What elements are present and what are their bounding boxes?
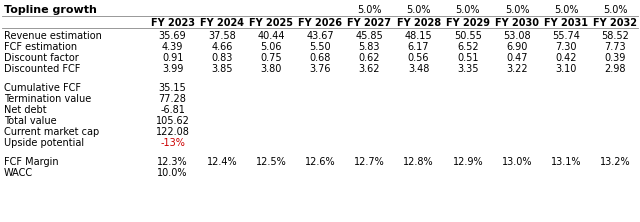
Text: 3.80: 3.80 [260,64,282,74]
Text: 0.39: 0.39 [605,53,626,63]
Text: 0.83: 0.83 [211,53,232,63]
Text: 5.0%: 5.0% [456,5,480,15]
Text: 12.3%: 12.3% [157,157,188,167]
Text: Discount factor: Discount factor [4,53,79,63]
Text: 12.6%: 12.6% [305,157,335,167]
Text: 7.73: 7.73 [605,42,626,52]
Text: Revenue estimation: Revenue estimation [4,31,102,41]
Text: FY 2028: FY 2028 [397,18,441,28]
Text: Cumulative FCF: Cumulative FCF [4,83,81,93]
Text: 0.75: 0.75 [260,53,282,63]
Text: 3.10: 3.10 [556,64,577,74]
Text: 6.90: 6.90 [506,42,528,52]
Text: 0.42: 0.42 [556,53,577,63]
Text: 50.55: 50.55 [454,31,482,41]
Text: FY 2032: FY 2032 [593,18,637,28]
Text: 5.50: 5.50 [309,42,331,52]
Text: FY 2023: FY 2023 [150,18,195,28]
Text: 13.0%: 13.0% [502,157,532,167]
Text: 35.15: 35.15 [159,83,186,93]
Text: 5.0%: 5.0% [505,5,529,15]
Text: 0.68: 0.68 [310,53,331,63]
Text: Net debt: Net debt [4,105,47,115]
Text: 6.52: 6.52 [457,42,479,52]
Text: FY 2025: FY 2025 [249,18,293,28]
Text: 12.8%: 12.8% [403,157,434,167]
Text: Current market cap: Current market cap [4,127,99,137]
Text: 43.67: 43.67 [307,31,334,41]
Text: 48.15: 48.15 [404,31,433,41]
Text: 4.66: 4.66 [211,42,232,52]
Text: WACC: WACC [4,168,33,178]
Text: 3.22: 3.22 [506,64,528,74]
Text: 0.47: 0.47 [506,53,528,63]
Text: 35.69: 35.69 [159,31,186,41]
Text: Total value: Total value [4,116,56,126]
Text: 2.98: 2.98 [605,64,626,74]
Text: 40.44: 40.44 [257,31,285,41]
Text: 12.4%: 12.4% [207,157,237,167]
Text: 6.17: 6.17 [408,42,429,52]
Text: 3.85: 3.85 [211,64,232,74]
Text: 55.74: 55.74 [552,31,580,41]
Text: 53.08: 53.08 [503,31,531,41]
Text: 3.76: 3.76 [310,64,331,74]
Text: FCF Margin: FCF Margin [4,157,59,167]
Text: 122.08: 122.08 [156,127,189,137]
Text: FY 2030: FY 2030 [495,18,539,28]
Text: 13.2%: 13.2% [600,157,630,167]
Text: -6.81: -6.81 [160,105,185,115]
Text: FY 2031: FY 2031 [544,18,588,28]
Text: 12.9%: 12.9% [452,157,483,167]
Text: 3.48: 3.48 [408,64,429,74]
Text: 58.52: 58.52 [602,31,629,41]
Text: FY 2027: FY 2027 [348,18,392,28]
Text: 77.28: 77.28 [159,94,186,104]
Text: 3.62: 3.62 [358,64,380,74]
Text: 3.35: 3.35 [457,64,479,74]
Text: 0.62: 0.62 [358,53,380,63]
Text: 0.91: 0.91 [162,53,183,63]
Text: 3.99: 3.99 [162,64,183,74]
Text: 5.06: 5.06 [260,42,282,52]
Text: FY 2024: FY 2024 [200,18,244,28]
Text: 12.5%: 12.5% [255,157,286,167]
Text: 5.0%: 5.0% [603,5,628,15]
Text: Upside potential: Upside potential [4,138,84,148]
Text: 7.30: 7.30 [556,42,577,52]
Text: -13%: -13% [160,138,185,148]
Text: 10.0%: 10.0% [157,168,188,178]
Text: 45.85: 45.85 [356,31,383,41]
Text: Termination value: Termination value [4,94,92,104]
Text: 5.0%: 5.0% [554,5,579,15]
Text: Topline growth: Topline growth [4,5,97,15]
Text: Discounted FCF: Discounted FCF [4,64,81,74]
Text: FCF estimation: FCF estimation [4,42,77,52]
Text: FY 2029: FY 2029 [446,18,490,28]
Text: 4.39: 4.39 [162,42,183,52]
Text: FY 2026: FY 2026 [298,18,342,28]
Text: 105.62: 105.62 [156,116,189,126]
Text: 5.83: 5.83 [358,42,380,52]
Text: 5.0%: 5.0% [406,5,431,15]
Text: 12.7%: 12.7% [354,157,385,167]
Text: 5.0%: 5.0% [357,5,381,15]
Text: 37.58: 37.58 [208,31,236,41]
Text: 13.1%: 13.1% [551,157,582,167]
Text: 0.56: 0.56 [408,53,429,63]
Text: 0.51: 0.51 [457,53,479,63]
